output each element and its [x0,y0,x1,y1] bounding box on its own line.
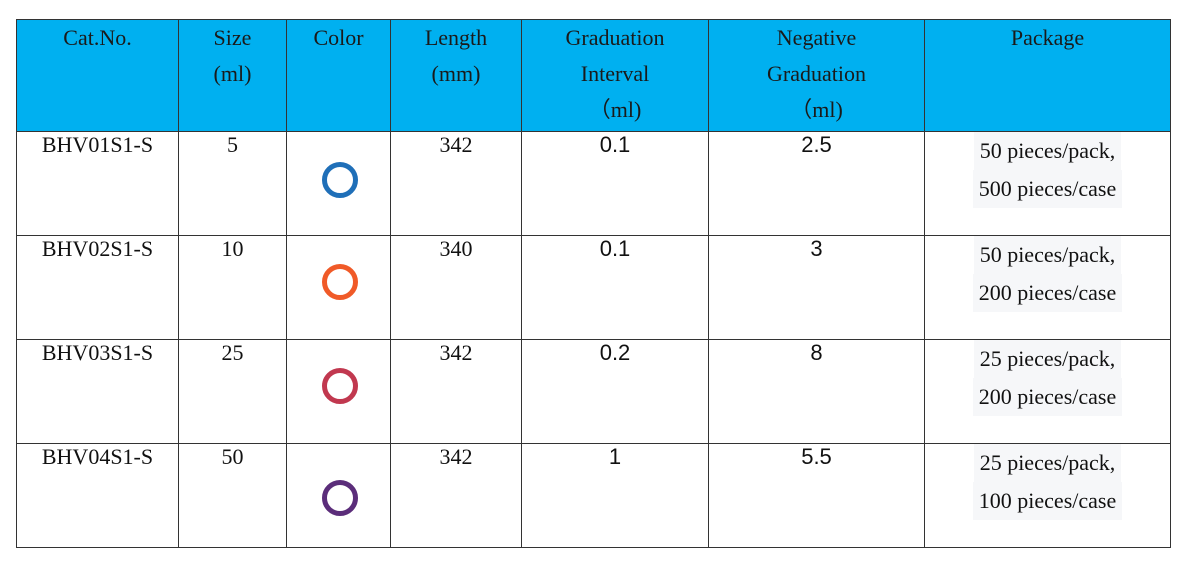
package-cell: 50 pieces/pack, 200 pieces/case [924,235,1171,340]
package-per-case: 100 pieces/case [972,482,1123,520]
cat-no-cell: BHV02S1-S [16,235,179,340]
header-neg-grad-line2: Graduation [767,61,866,86]
package-per-pack: 50 pieces/pack, [973,236,1122,274]
package-per-pack: 25 pieces/pack, [973,444,1122,482]
header-package-label: Package [1010,25,1085,50]
negative-graduation-cell: 5.5 [708,443,925,548]
product-spec-table: Cat.No. Size (ml) Color Length (mm) Grad… [16,19,1171,548]
cat-no-cell: BHV04S1-S [16,443,179,548]
package-per-pack: 50 pieces/pack, [973,132,1122,170]
header-size-label: Size [213,25,252,50]
size-cell: 10 [178,235,287,340]
size-cell: 50 [178,443,287,548]
header-cat-no-label: Cat.No. [63,25,132,50]
table-header: Cat.No. Size (ml) Color Length (mm) Grad… [16,19,1171,132]
package-per-case: 500 pieces/case [972,170,1123,208]
package-cell: 25 pieces/pack, 200 pieces/case [924,339,1171,444]
table-body: BHV01S1-S 5 342 0.1 2.5 50 pieces/pack, … [16,131,1171,548]
color-ring-icon [321,368,358,404]
color-cell [286,339,391,444]
header-cat-no: Cat.No. [16,19,179,132]
table-row: BHV02S1-S 10 340 0.1 3 50 pieces/pack, 2… [16,235,1171,340]
header-neg-grad-unit: （ml) [790,97,843,122]
package-cell: 50 pieces/pack, 500 pieces/case [924,131,1171,236]
header-neg-grad-line1: Negative [776,25,857,50]
color-cell [286,131,391,236]
color-ring-icon [321,264,358,300]
cat-no-cell: BHV01S1-S [16,131,179,236]
header-size: Size (ml) [178,19,287,132]
color-cell [286,443,391,548]
header-grad-interval-line2: Interval [580,61,650,86]
package-per-case: 200 pieces/case [972,274,1123,312]
package-per-case: 200 pieces/case [972,378,1123,416]
package-per-pack: 25 pieces/pack, [973,340,1122,378]
package-cell: 25 pieces/pack, 100 pieces/case [924,443,1171,548]
header-grad-interval-unit: （ml) [588,97,642,122]
color-cell [286,235,391,340]
header-length-unit: (mm) [431,61,481,86]
negative-graduation-cell: 8 [708,339,925,444]
length-cell: 340 [390,235,522,340]
length-cell: 342 [390,339,522,444]
header-graduation-interval: Graduation Interval （ml) [521,19,709,132]
graduation-interval-cell: 1 [521,443,709,548]
negative-graduation-cell: 3 [708,235,925,340]
cat-no-cell: BHV03S1-S [16,339,179,444]
graduation-interval-cell: 0.2 [521,339,709,444]
table-row: BHV01S1-S 5 342 0.1 2.5 50 pieces/pack, … [16,131,1171,236]
length-cell: 342 [390,443,522,548]
negative-graduation-cell: 2.5 [708,131,925,236]
size-cell: 25 [178,339,287,444]
header-package: Package [924,19,1171,132]
size-cell: 5 [178,131,287,236]
header-length: Length (mm) [390,19,522,132]
header-color-label: Color [313,25,364,50]
graduation-interval-cell: 0.1 [521,235,709,340]
header-length-label: Length [424,25,488,50]
header-row: Cat.No. Size (ml) Color Length (mm) Grad… [16,19,1171,132]
header-grad-interval-line1: Graduation [565,25,665,50]
graduation-interval-cell: 0.1 [521,131,709,236]
color-ring-icon [321,162,358,198]
color-ring-icon [321,480,358,516]
table-row: BHV04S1-S 50 342 1 5.5 25 pieces/pack, 1… [16,443,1171,548]
header-color: Color [286,19,391,132]
header-size-unit: (ml) [213,61,252,86]
length-cell: 342 [390,131,522,236]
header-negative-graduation: Negative Graduation （ml) [708,19,925,132]
table-row: BHV03S1-S 25 342 0.2 8 25 pieces/pack, 2… [16,339,1171,444]
